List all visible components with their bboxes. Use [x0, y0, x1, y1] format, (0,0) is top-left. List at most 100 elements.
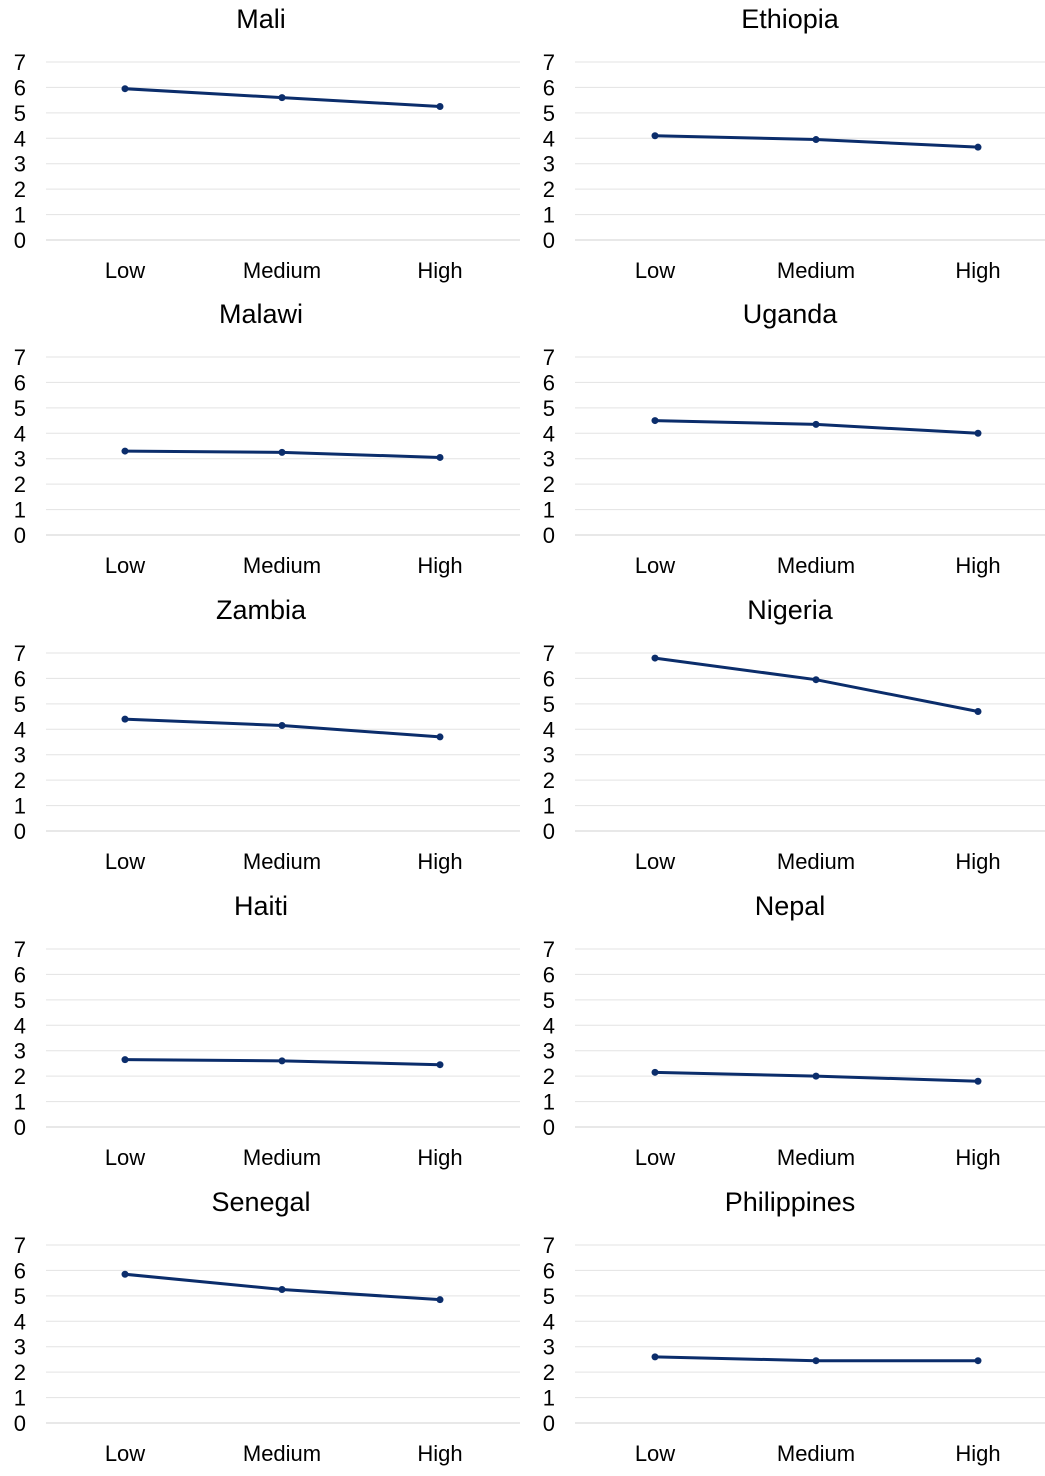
x-tick-label: High: [417, 1145, 462, 1170]
chart-panel: Zambia 0 1 2 3 4 5 6 7 Low Medium High: [0, 591, 522, 884]
data-point: [121, 447, 129, 455]
y-tick-label: 1: [543, 794, 555, 819]
y-tick-label: 4: [14, 126, 26, 151]
data-point: [812, 1072, 820, 1080]
data-point: [436, 1296, 444, 1304]
y-tick-label: 1: [14, 794, 26, 819]
x-tick-label: Low: [105, 553, 145, 578]
chart-title: Senegal: [211, 1187, 311, 1217]
data-point: [812, 676, 820, 684]
chart-panel: Haiti 0 1 2 3 4 5 6 7 Low Medium High: [0, 887, 522, 1180]
y-tick-label: 7: [543, 937, 555, 962]
y-tick-label: 3: [14, 1335, 26, 1360]
y-tick-label: 2: [543, 1064, 555, 1089]
chart-title: Zambia: [215, 595, 307, 625]
y-tick-label: 1: [14, 1090, 26, 1115]
chart-title: Nigeria: [747, 595, 833, 625]
x-tick-label: Low: [635, 258, 675, 283]
x-tick-label: Medium: [777, 553, 855, 578]
data-point: [278, 94, 286, 102]
x-tick-label: Medium: [777, 1441, 855, 1466]
data-point: [651, 1068, 659, 1076]
y-tick-label: 6: [14, 1258, 26, 1283]
y-tick-label: 0: [14, 228, 26, 253]
data-point: [436, 103, 444, 110]
data-point: [121, 1270, 129, 1278]
x-tick-label: Low: [105, 1441, 145, 1466]
x-tick-label: High: [417, 258, 462, 283]
x-tick-label: Low: [635, 553, 675, 578]
y-tick-label: 4: [14, 1013, 26, 1038]
y-tick-label: 5: [14, 988, 26, 1013]
y-tick-label: 3: [543, 152, 555, 177]
y-tick-label: 5: [14, 101, 26, 126]
x-tick-label: Low: [635, 849, 675, 874]
data-point: [121, 1056, 129, 1064]
y-tick-label: 7: [14, 641, 26, 666]
data-point: [278, 448, 286, 456]
y-tick-label: 7: [14, 1233, 26, 1258]
x-tick-label: Medium: [777, 849, 855, 874]
y-tick-label: 7: [14, 937, 26, 962]
y-tick-label: 4: [14, 1309, 26, 1334]
y-tick-label: 0: [543, 523, 555, 548]
y-tick-label: 0: [543, 1411, 555, 1436]
y-tick-label: 0: [14, 819, 26, 844]
y-tick-label: 6: [543, 962, 555, 987]
y-tick-label: 4: [543, 126, 555, 151]
chart-panel: Nepal 0 1 2 3 4 5 6 7 Low Medium High: [529, 887, 1045, 1180]
x-tick-label: High: [955, 553, 1000, 578]
y-tick-label: 2: [14, 1360, 26, 1385]
chart-title: Philippines: [724, 1187, 856, 1217]
y-tick-label: 3: [543, 1335, 555, 1360]
data-point: [278, 1057, 286, 1065]
y-tick-label: 6: [543, 1258, 555, 1283]
data-point: [278, 1286, 286, 1293]
chart-panel: Senegal 0 1 2 3 4 5 6 7 Low Medium High: [0, 1183, 522, 1476]
y-tick-label: 1: [14, 203, 26, 228]
data-point: [436, 1061, 444, 1069]
y-tick-label: 4: [14, 717, 26, 742]
y-tick-label: 2: [543, 768, 555, 793]
y-tick-label: 1: [14, 498, 26, 523]
y-tick-label: 4: [543, 1309, 555, 1334]
x-tick-label: High: [417, 849, 462, 874]
chart-panel: Philippines 0 1 2 3 4 5 6 7 Low Medium High: [529, 1183, 1045, 1476]
chart-title: Malawi: [218, 299, 304, 329]
x-tick-label: Low: [105, 258, 145, 283]
chart-panel: Mali 0 1 2 3 4 5 6 7 Low Medium High: [0, 0, 522, 293]
x-tick-label: High: [417, 1441, 462, 1466]
y-tick-label: 1: [543, 498, 555, 523]
x-tick-label: High: [955, 258, 1000, 283]
y-tick-label: 7: [543, 345, 555, 370]
x-tick-label: Medium: [777, 1145, 855, 1170]
y-tick-label: 1: [14, 1386, 26, 1411]
x-tick-label: Medium: [243, 1145, 321, 1170]
x-tick-label: Low: [635, 1441, 675, 1466]
y-tick-label: 5: [14, 692, 26, 717]
y-tick-label: 7: [543, 1233, 555, 1258]
y-tick-label: 4: [14, 421, 26, 446]
x-tick-label: Low: [105, 849, 145, 874]
y-tick-label: 2: [543, 472, 555, 497]
chart-panel: Uganda 0 1 2 3 4 5 6 7 Low Medium High: [529, 295, 1045, 588]
y-tick-label: 0: [14, 523, 26, 548]
x-tick-label: High: [955, 849, 1000, 874]
chart-title: Nepal: [754, 891, 826, 921]
y-tick-label: 4: [543, 1013, 555, 1038]
y-tick-label: 0: [14, 1411, 26, 1436]
data-point: [812, 136, 820, 144]
y-tick-label: 5: [543, 692, 555, 717]
y-tick-label: 0: [14, 1115, 26, 1140]
y-tick-label: 2: [14, 472, 26, 497]
x-tick-label: High: [417, 553, 462, 578]
y-tick-label: 7: [543, 641, 555, 666]
